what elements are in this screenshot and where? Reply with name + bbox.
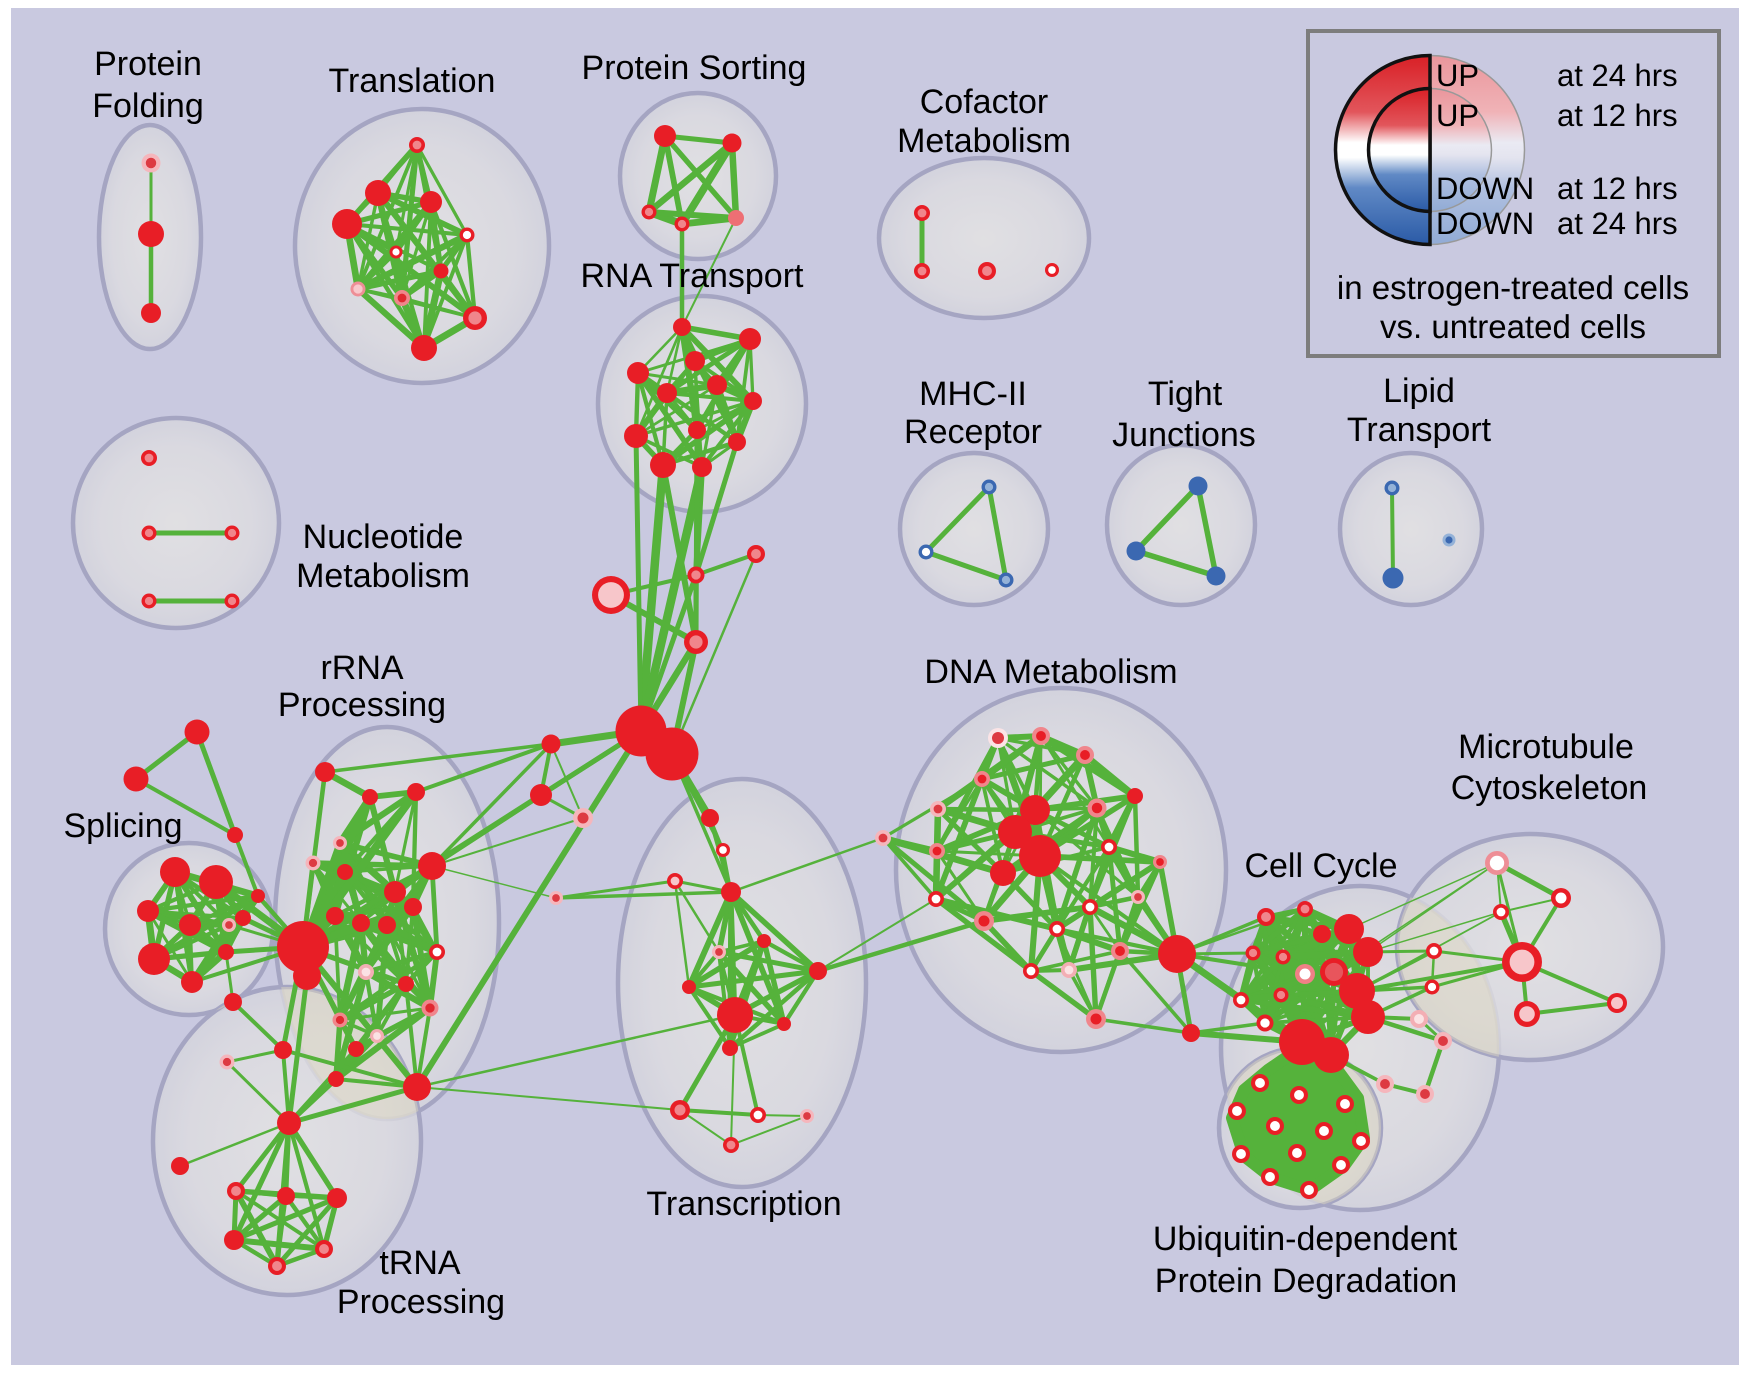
- svg-text:Cell Cycle: Cell Cycle: [1244, 847, 1397, 885]
- svg-text:UP: UP: [1436, 58, 1479, 93]
- svg-text:Protein Sorting: Protein Sorting: [582, 49, 807, 87]
- svg-text:Ubiquitin-dependent: Ubiquitin-dependent: [1153, 1220, 1458, 1258]
- svg-text:Splicing: Splicing: [63, 807, 182, 845]
- svg-text:Metabolism: Metabolism: [897, 122, 1071, 160]
- svg-text:DOWN: DOWN: [1436, 171, 1534, 206]
- svg-text:at 24 hrs: at 24 hrs: [1557, 58, 1678, 93]
- svg-text:Transport: Transport: [1347, 411, 1492, 449]
- svg-text:at 12 hrs: at 12 hrs: [1557, 98, 1678, 133]
- svg-text:MHC-II: MHC-II: [919, 375, 1027, 413]
- svg-text:Lipid: Lipid: [1383, 372, 1455, 410]
- svg-text:Microtubule: Microtubule: [1458, 728, 1634, 766]
- svg-text:Cofactor: Cofactor: [920, 83, 1049, 121]
- svg-text:at 24 hrs: at 24 hrs: [1557, 206, 1678, 241]
- svg-text:Junctions: Junctions: [1112, 416, 1256, 454]
- svg-text:Tight: Tight: [1148, 375, 1223, 413]
- svg-text:Cytoskeleton: Cytoskeleton: [1451, 769, 1648, 807]
- svg-text:Processing: Processing: [278, 686, 446, 724]
- svg-text:Metabolism: Metabolism: [296, 557, 470, 595]
- svg-text:Folding: Folding: [92, 87, 204, 125]
- svg-text:vs. untreated cells: vs. untreated cells: [1380, 308, 1646, 345]
- svg-text:RNA Transport: RNA Transport: [581, 257, 805, 295]
- svg-text:in estrogen-treated cells: in estrogen-treated cells: [1337, 269, 1689, 306]
- svg-text:DOWN: DOWN: [1436, 206, 1534, 241]
- svg-text:Transcription: Transcription: [646, 1185, 841, 1223]
- svg-text:UP: UP: [1436, 98, 1479, 133]
- svg-text:Nucleotide: Nucleotide: [303, 518, 464, 556]
- svg-text:Protein: Protein: [94, 45, 202, 83]
- svg-text:Receptor: Receptor: [904, 413, 1042, 451]
- svg-text:rRNA: rRNA: [320, 649, 403, 687]
- svg-text:DNA Metabolism: DNA Metabolism: [924, 653, 1177, 691]
- svg-text:tRNA: tRNA: [379, 1244, 461, 1282]
- svg-text:Protein Degradation: Protein Degradation: [1155, 1262, 1457, 1300]
- svg-text:Processing: Processing: [337, 1283, 505, 1321]
- svg-text:at 12 hrs: at 12 hrs: [1557, 171, 1678, 206]
- svg-text:Translation: Translation: [329, 62, 496, 100]
